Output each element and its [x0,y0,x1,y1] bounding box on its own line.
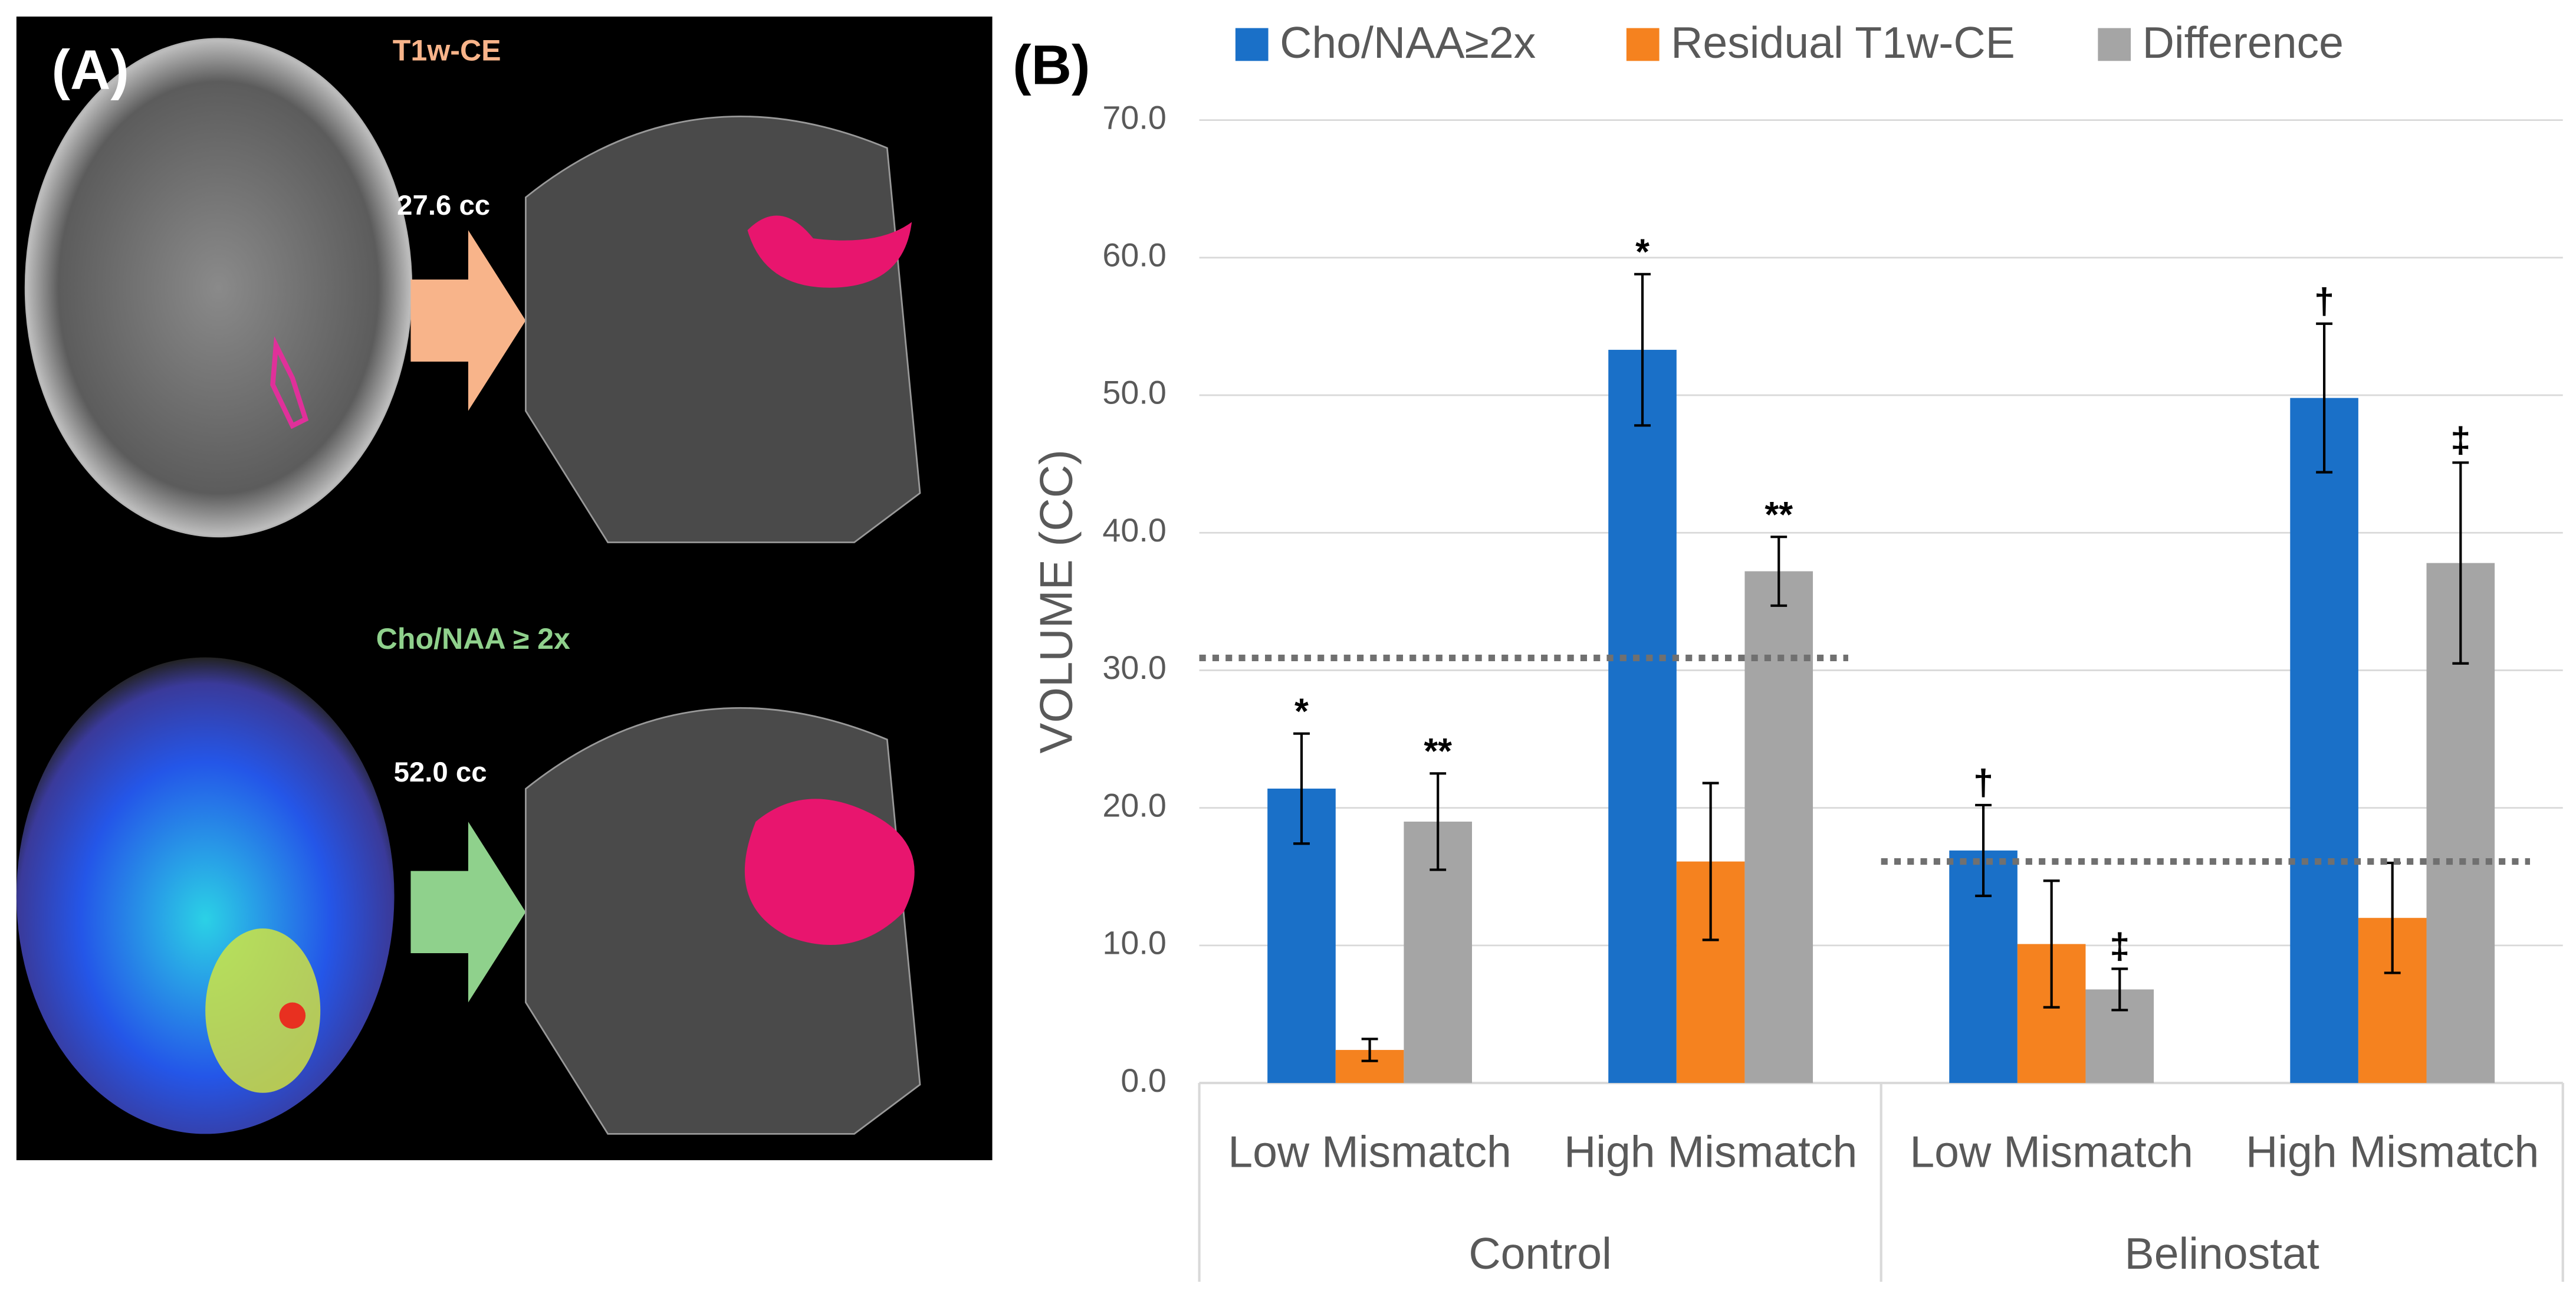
y-tick-label: 70.0 [1102,99,1166,136]
heat-hotspot [279,1002,306,1029]
image-title: Cho/NAA ≥ 2x [376,622,570,655]
significance-mark: ‡ [2110,926,2130,966]
y-axis-label: VOLUME (CC) [1030,449,1082,754]
legend-swatch [1626,28,1660,61]
legend-label: Difference [2143,18,2344,67]
significance-mark: † [2314,281,2334,321]
head-render [525,116,921,543]
x-tick-label: High Mismatch [2246,1127,2539,1176]
bar [1744,571,1813,1084]
y-tick-label: 50.0 [1102,375,1166,411]
arrow [410,822,526,1003]
y-tick-label: 60.0 [1102,237,1166,274]
x-tick-label: Low Mismatch [1228,1127,1512,1176]
panel-a: (A) T1w-CE 27.6 cc Cho/NAA ≥ 2x 52.0 cc [16,17,993,1160]
y-tick-label: 20.0 [1102,787,1166,823]
legend-label: Residual T1w-CE [1671,18,2015,67]
arrow [410,230,526,411]
group-label: Control [1468,1229,1611,1278]
significance-mark: * [1635,232,1650,272]
bar [2290,398,2358,1084]
group-label: Belinostat [2125,1229,2319,1278]
mri-slice [24,38,413,538]
heat-hotspot [205,928,321,1093]
image-title: T1w-CE [393,34,501,67]
volume-label: 27.6 cc [397,190,490,221]
tumor-render [744,799,915,946]
y-tick-label: 0.0 [1121,1062,1166,1099]
bar [1608,350,1677,1084]
volume-label: 52.0 cc [394,757,487,788]
panel-label: (B) [1013,34,1090,96]
x-tick-label: Low Mismatch [1910,1127,2193,1176]
y-tick-label: 30.0 [1102,649,1166,686]
legend-label: Cho/NAA≥2x [1280,18,1536,67]
y-tick-label: 40.0 [1102,512,1166,549]
legend-swatch [2098,28,2131,61]
legend-swatch [1235,28,1269,61]
tumor-render [747,215,912,288]
panel-label: (A) [51,39,129,101]
mri-slice [16,657,395,1134]
lesion-outline [270,336,309,429]
y-tick-label: 10.0 [1102,925,1166,961]
significance-mark: ** [1765,494,1793,534]
significance-mark: ‡ [2450,420,2470,460]
x-tick-label: High Mismatch [1564,1127,1857,1176]
significance-mark: * [1294,691,1309,731]
significance-mark: † [1973,763,1993,803]
significance-mark: ** [1424,731,1452,771]
